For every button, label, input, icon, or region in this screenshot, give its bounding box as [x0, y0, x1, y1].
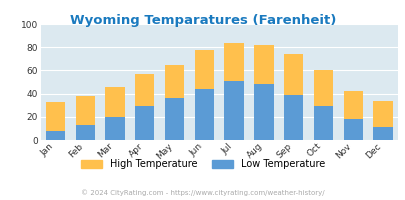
Bar	[135, 106, 154, 140]
Bar	[224, 43, 243, 81]
Bar	[254, 45, 273, 84]
Bar	[194, 89, 213, 140]
Bar	[135, 74, 154, 106]
Bar	[284, 54, 303, 95]
Bar	[46, 102, 65, 131]
Bar	[164, 98, 184, 140]
Bar	[224, 81, 243, 140]
Bar	[343, 91, 362, 119]
Text: © 2024 CityRating.com - https://www.cityrating.com/weather-history/: © 2024 CityRating.com - https://www.city…	[81, 189, 324, 196]
Bar	[284, 95, 303, 140]
Bar	[105, 117, 124, 140]
Bar	[254, 84, 273, 140]
Legend: High Temperature, Low Temperature: High Temperature, Low Temperature	[81, 159, 324, 169]
Bar	[373, 127, 392, 140]
Bar	[194, 50, 213, 89]
Text: Wyoming Temparatures (Farenheit): Wyoming Temparatures (Farenheit)	[70, 14, 335, 27]
Bar	[373, 101, 392, 127]
Bar	[46, 131, 65, 140]
Bar	[313, 106, 333, 140]
Bar	[164, 65, 184, 98]
Bar	[313, 70, 333, 106]
Bar	[75, 125, 95, 140]
Bar	[105, 87, 124, 117]
Bar	[343, 119, 362, 140]
Bar	[75, 96, 95, 125]
